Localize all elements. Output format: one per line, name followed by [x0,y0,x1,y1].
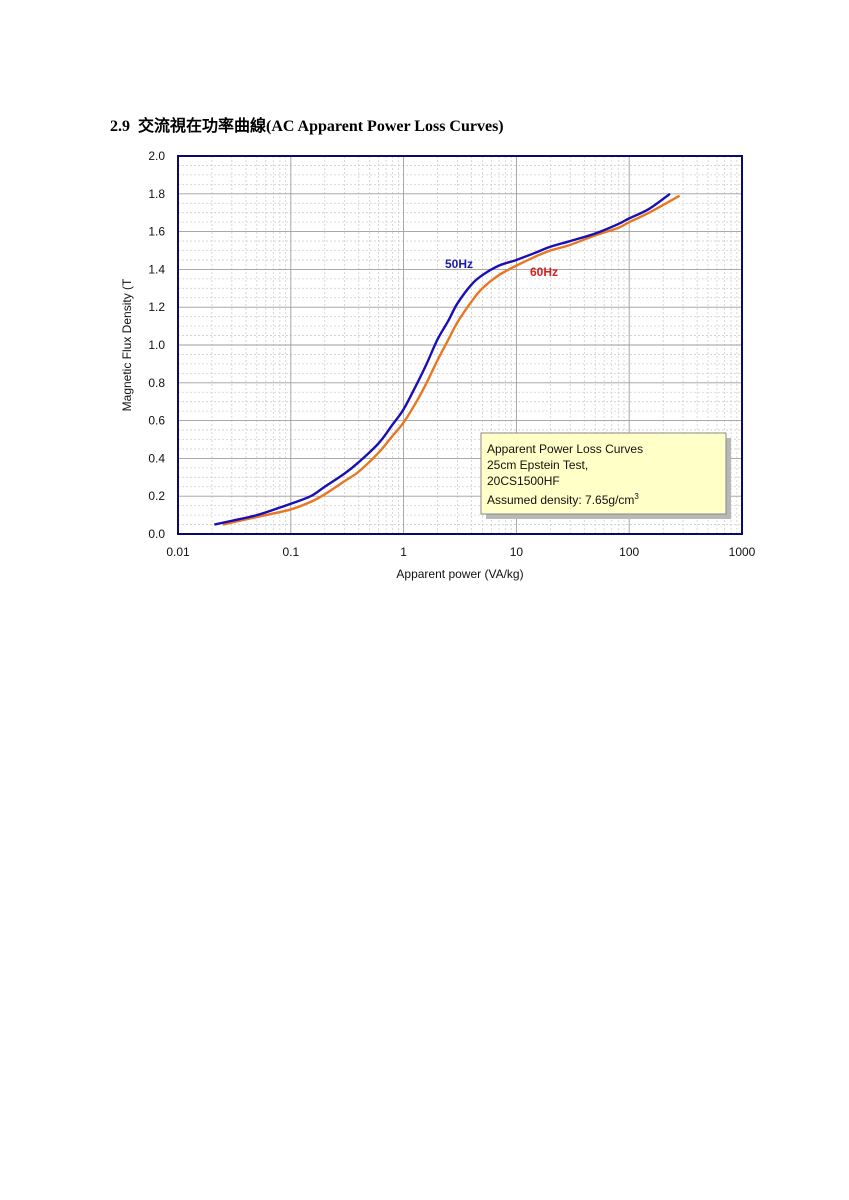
y-tick-label: 1.6 [148,225,165,239]
y-tick-label: 0.2 [148,489,165,503]
y-tick-label: 0.0 [148,527,165,541]
note-box-background [480,432,727,515]
series-label-50hz: 50Hz [445,257,473,271]
y-axis-title: Magnetic Flux Density (T [120,278,134,411]
series-layer [214,192,681,526]
plot-frame [177,155,743,535]
x-tick-label: 10 [510,545,524,559]
x-tick-labels: 0.01 0.1 1 10 100 1000 [166,545,755,559]
y-tick-label: 0.4 [148,451,165,465]
note-line-4: Assumed density: 7.65g/cm3 [487,492,639,507]
y-tick-label: 1.8 [148,187,165,201]
note-density-text: Assumed density: 7.65g/cm [487,493,634,507]
y-tick-label: 2.0 [148,149,165,163]
x-tick-label: 1000 [729,545,756,559]
series-label-60hz: 60Hz [530,265,558,279]
x-tick-label: 100 [619,545,639,559]
y-tick-label: 0.6 [148,414,165,428]
series-line-50hz [214,192,671,526]
section-title: 交流視在功率曲線(AC Apparent Power Loss Curves) [138,118,504,135]
y-tick-labels: 0.0 0.2 0.4 0.6 0.8 1.0 1.2 1.4 1.6 1.8 2.0 [148,149,165,541]
x-axis-title: Apparent power (VA/kg) [396,567,523,581]
y-tick-label: 1.0 [148,338,165,352]
note-line-1: Apparent Power Loss Curves [487,442,643,456]
series-line-60hz [222,194,681,526]
x-tick-label: 0.1 [282,545,299,559]
note-line-2: 25cm Epstein Test, [487,458,588,472]
section-number: 2.9 [110,118,130,135]
y-tick-label: 1.4 [148,262,165,276]
x-tick-label: 0.01 [166,545,190,559]
y-tick-label: 1.2 [148,300,165,314]
note-density-superscript: 3 [634,492,639,501]
note-box: Apparent Power Loss Curves 25cm Epstein … [480,432,731,519]
x-tick-label: 1 [400,545,407,559]
section-heading: 2.9 交流視在功率曲線(AC Apparent Power Loss Curve… [110,112,504,136]
y-tick-label: 0.8 [148,376,165,390]
note-line-3: 20CS1500HF [487,474,560,488]
